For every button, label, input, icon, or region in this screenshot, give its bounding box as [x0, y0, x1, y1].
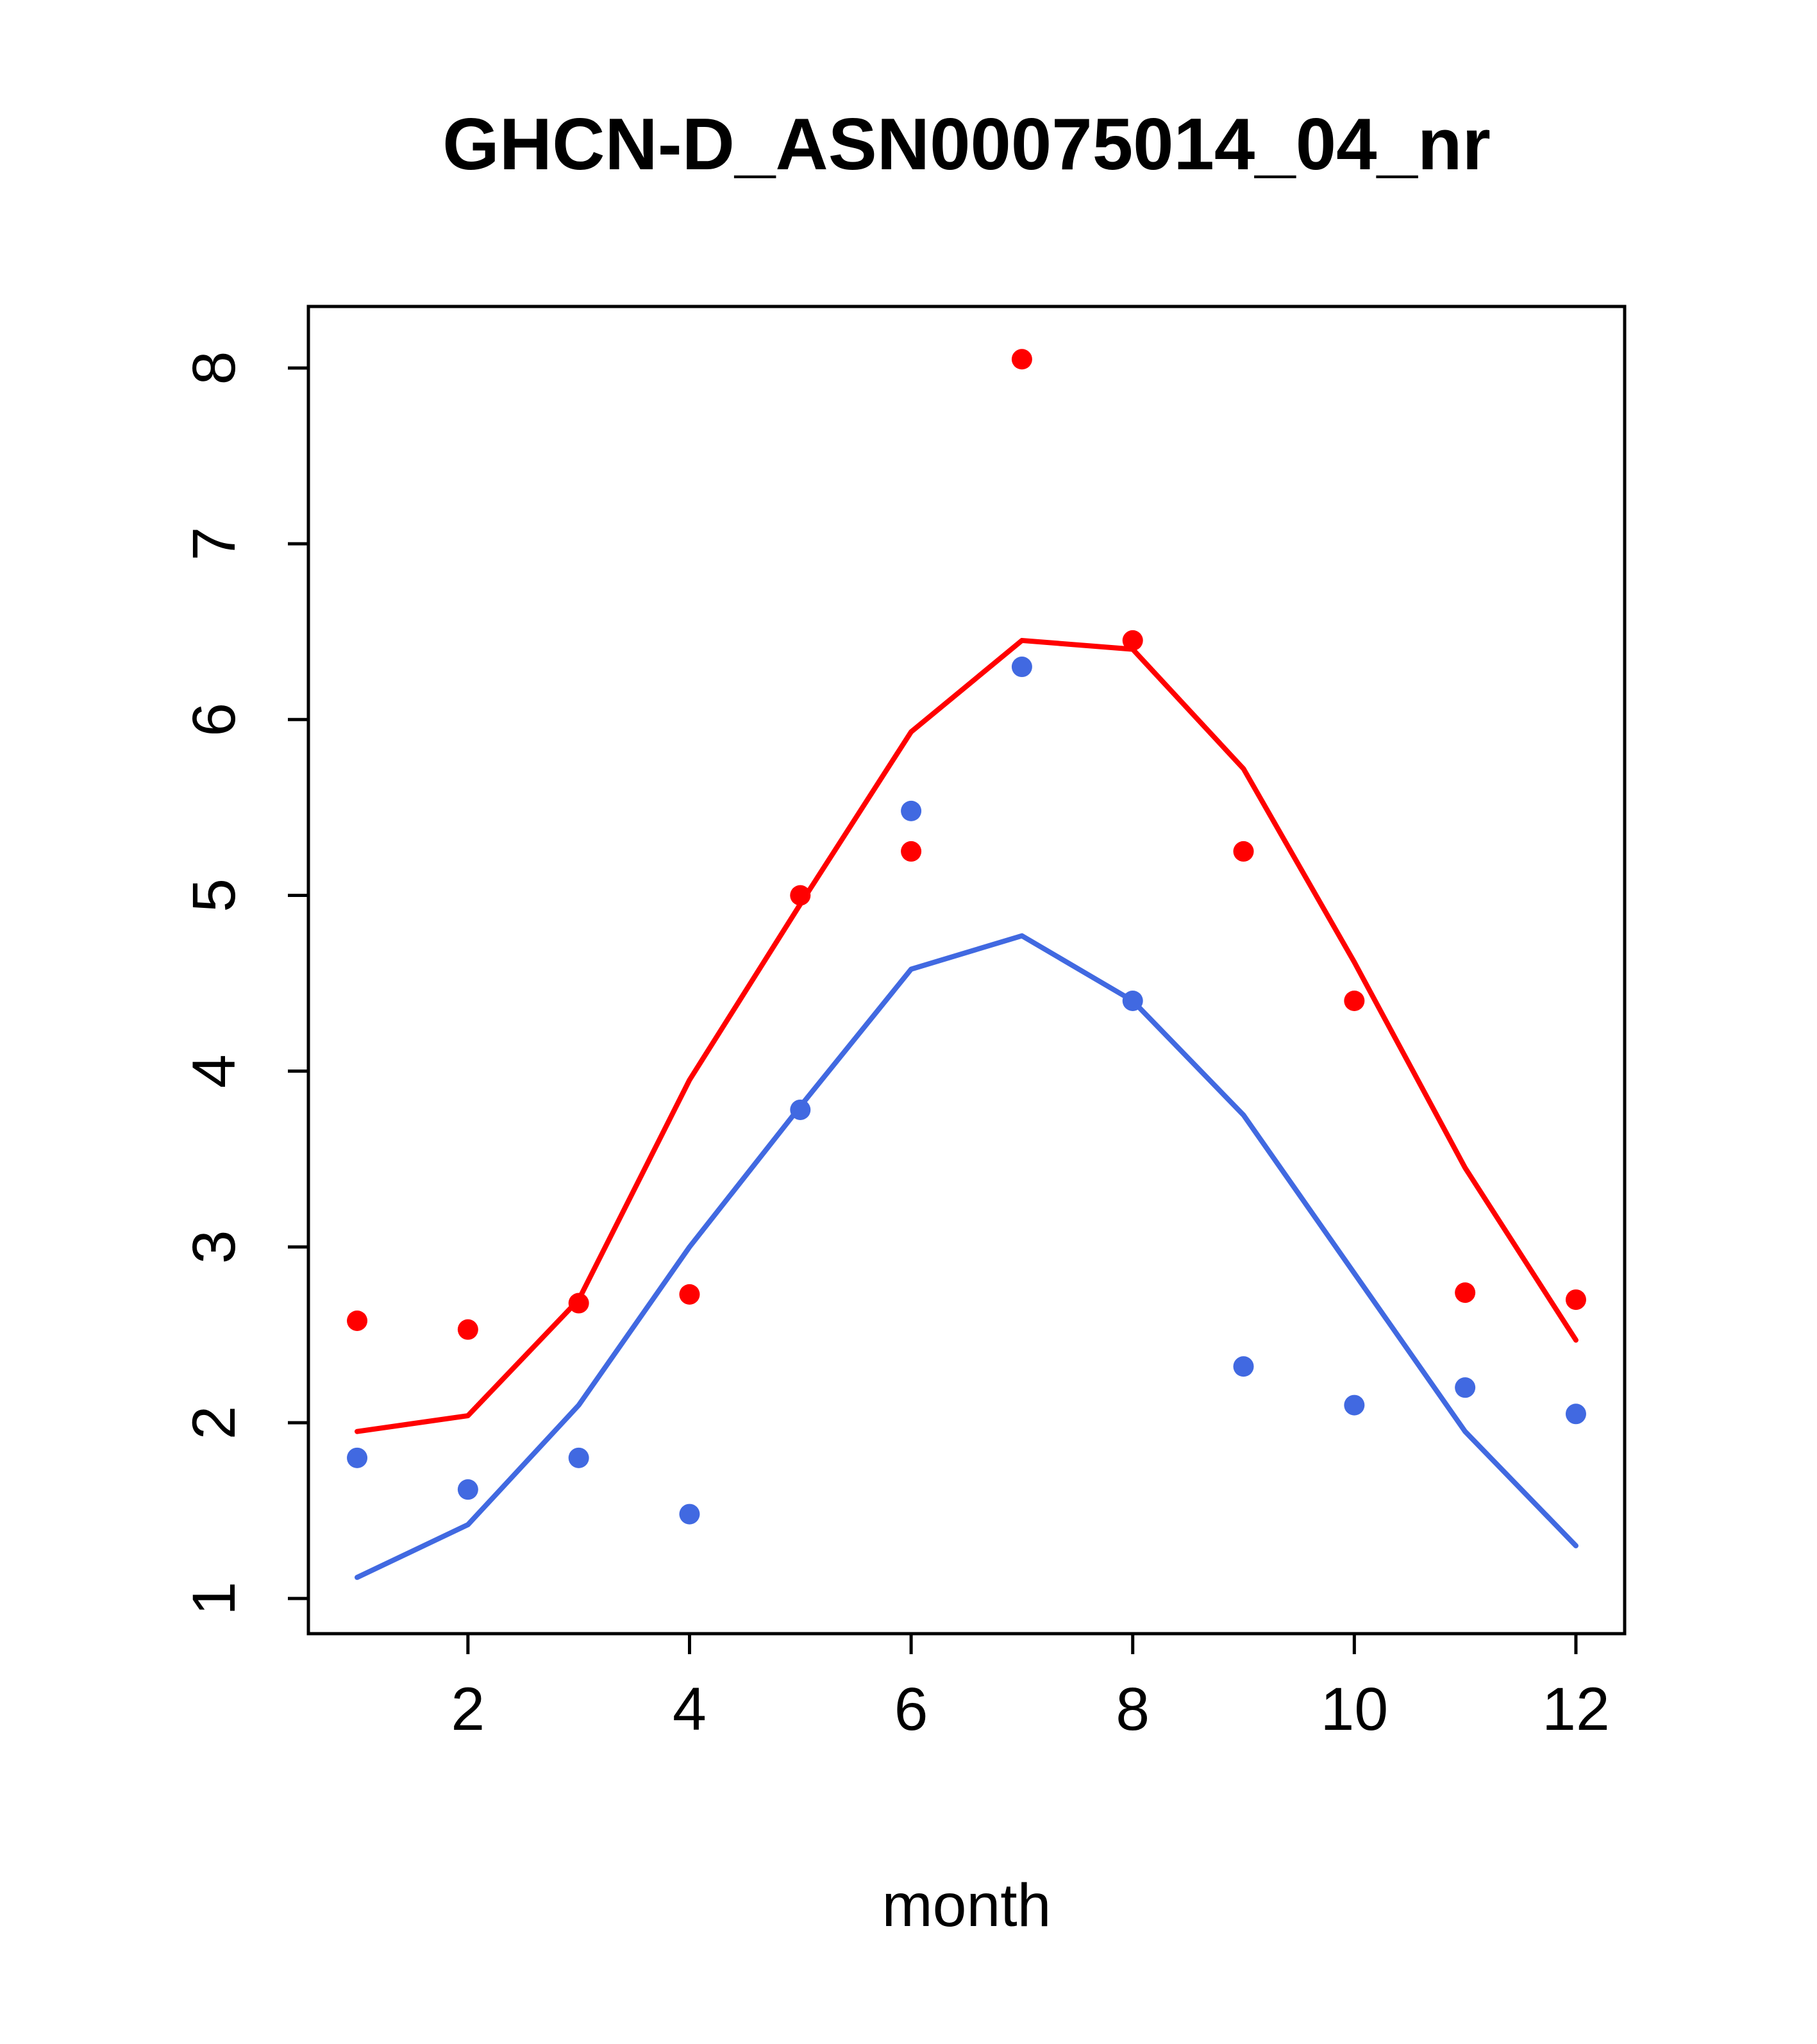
- data-point-red-points: [1565, 1289, 1586, 1311]
- data-point-red-points: [1011, 349, 1032, 370]
- series-red-line: [355, 637, 1578, 1434]
- data-point-blue-points: [1011, 657, 1032, 678]
- data-point-red-points: [901, 841, 922, 862]
- x-tick-label: 10: [1321, 1675, 1389, 1743]
- y-tick-label: 2: [180, 1406, 248, 1440]
- data-point-red-points: [568, 1293, 589, 1314]
- y-tick-label: 6: [180, 703, 248, 737]
- plot-border: [306, 305, 1627, 1636]
- data-point-red-points: [1455, 1282, 1476, 1303]
- y-tick-label: 7: [180, 527, 248, 561]
- data-point-red-points: [679, 1284, 700, 1305]
- data-point-red-points: [1233, 841, 1254, 862]
- data-point-blue-points: [1233, 1356, 1254, 1377]
- data-point-red-points: [790, 885, 811, 906]
- data-point-red-points: [457, 1319, 478, 1340]
- x-tick-label: 2: [451, 1675, 485, 1743]
- data-point-blue-points: [901, 800, 922, 821]
- y-tick-label: 8: [180, 351, 248, 385]
- series-blue-line: [355, 933, 1578, 1580]
- data-point-blue-points: [1565, 1403, 1586, 1425]
- data-point-blue-points: [790, 1099, 811, 1120]
- x-tick-label: 4: [673, 1675, 707, 1743]
- data-point-red-points: [347, 1310, 368, 1331]
- x-tick-label: 6: [894, 1675, 928, 1743]
- x-tick-label: 12: [1542, 1675, 1610, 1743]
- data-point-blue-points: [1344, 1395, 1365, 1416]
- data-point-red-points: [1122, 630, 1143, 651]
- data-point-blue-points: [457, 1479, 478, 1500]
- data-point-blue-points: [1122, 990, 1143, 1011]
- x-axis-label: month: [882, 1872, 1051, 1939]
- y-tick-label: 3: [180, 1230, 248, 1264]
- y-tick-label: 5: [180, 878, 248, 912]
- y-tick-label: 1: [180, 1582, 248, 1616]
- data-point-blue-points: [1455, 1377, 1476, 1398]
- x-tick-label: 8: [1116, 1675, 1150, 1743]
- data-point-blue-points: [347, 1447, 368, 1468]
- data-point-red-points: [1344, 990, 1365, 1011]
- data-point-blue-points: [568, 1447, 589, 1468]
- y-tick-label: 4: [180, 1054, 248, 1088]
- chart-title: GHCN-D_ASN00075014_04_nr: [442, 104, 1491, 185]
- data-point-blue-points: [679, 1504, 700, 1525]
